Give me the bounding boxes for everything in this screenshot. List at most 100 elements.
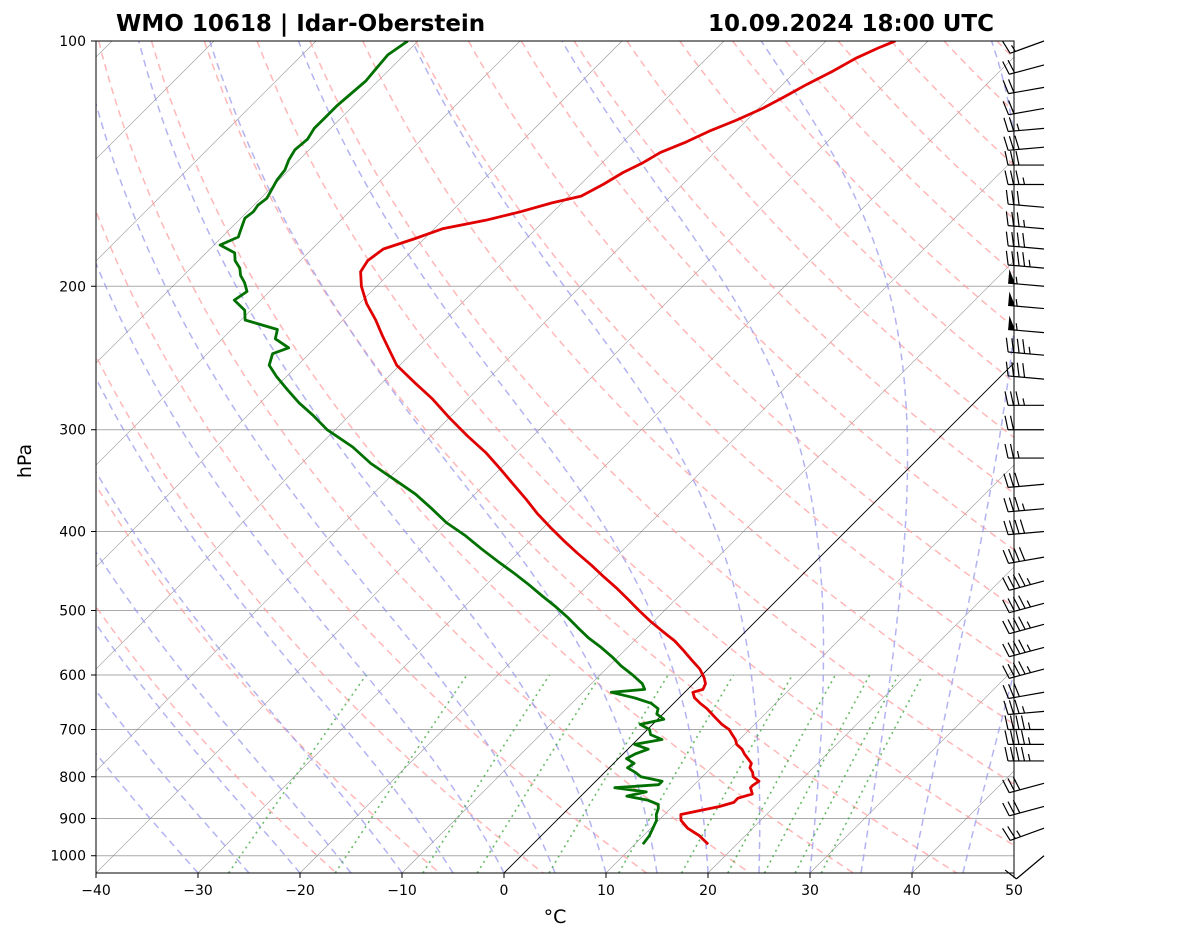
barb-staff (1008, 203, 1045, 208)
moist-adiabat (138, 41, 607, 873)
barb-staff (1009, 646, 1045, 658)
barb-full (1005, 250, 1009, 266)
barb-half (1016, 830, 1022, 838)
y-tick-label: 300 (59, 423, 86, 439)
isotherm-line (401, 260, 1014, 873)
barb-full (1012, 617, 1021, 632)
barb-full (1004, 869, 1017, 880)
barb-full (1002, 549, 1010, 564)
dry-adiabat (97, 41, 751, 873)
barb-full (1012, 574, 1021, 588)
temperature-line (359, 41, 896, 846)
barb-full (1005, 211, 1009, 226)
barb-full (1007, 778, 1016, 792)
y-axis-label: hPa (14, 444, 36, 478)
barb-full (1003, 497, 1009, 512)
dry-adiabat (203, 41, 958, 873)
barb-full (1018, 616, 1026, 630)
dry-adiabat (573, 41, 1014, 495)
barb-full (1002, 80, 1010, 94)
barb-full (1018, 661, 1026, 675)
barb-full (1004, 170, 1009, 185)
barb-full (1015, 715, 1020, 730)
barb-full (1008, 700, 1015, 715)
dry-adiabat (362, 41, 1014, 726)
barb-full (1020, 730, 1026, 745)
barb-half (1015, 276, 1018, 284)
barb-half (1015, 299, 1018, 307)
moist-adiabat (96, 622, 301, 873)
dry-adiabat (256, 41, 1014, 847)
barb-staff (1009, 827, 1045, 842)
wind-barb (1005, 231, 1045, 250)
barb-half (1026, 600, 1032, 608)
wind-barb (1003, 497, 1045, 513)
barb-full (1002, 40, 1011, 54)
barb-pennant (1008, 315, 1016, 331)
wind-barb (1002, 826, 1045, 842)
barb-staff (1009, 602, 1045, 614)
x-tick-label: 30 (801, 883, 819, 899)
barb-full (1007, 619, 1016, 633)
barb-full (1002, 643, 1010, 657)
mixing-ratio-line (476, 674, 602, 873)
barb-full (1015, 391, 1020, 406)
barb-full (1003, 117, 1009, 132)
barb-full (1007, 663, 1016, 678)
mixing-ratio-line (820, 674, 924, 873)
isotherm-line (299, 158, 1014, 873)
isotherm-line (605, 464, 1014, 873)
wind-barb (1002, 595, 1045, 614)
barb-full (1019, 519, 1026, 534)
dry-adiabat (96, 209, 647, 873)
barb-full (1016, 251, 1020, 267)
dry-adiabat (309, 41, 1014, 786)
barb-full (1009, 391, 1015, 406)
wind-barb (1002, 616, 1045, 635)
x-axis: −40 −30 −20 −10 0 10 20 30 40 50 (81, 873, 1023, 899)
barb-full (1009, 715, 1015, 730)
barb-full (1008, 135, 1015, 151)
barb-full (1004, 746, 1009, 762)
barb-full (1003, 473, 1009, 488)
wind-barb (1002, 799, 1045, 817)
barb-full (1009, 415, 1015, 430)
wind-barb (1002, 100, 1045, 116)
barb-half (1026, 644, 1032, 652)
x-axis-label: °C (544, 906, 567, 928)
barb-full (1005, 189, 1009, 205)
mixing-ratio-line (727, 674, 837, 873)
barb-full (1009, 443, 1015, 459)
barb-full (1004, 150, 1009, 166)
barb-full (1002, 665, 1010, 679)
isotherm-line (96, 41, 521, 466)
barb-full (1011, 211, 1015, 227)
barb-full (1007, 598, 1016, 612)
barb-staff (1009, 64, 1045, 75)
wind-barb (1003, 135, 1045, 151)
isotherm-line (96, 41, 827, 772)
barb-full (1008, 100, 1015, 114)
barb-full (1016, 232, 1020, 247)
dry-adiabat (837, 41, 1014, 220)
barb-full (1008, 79, 1015, 93)
barb-full (1014, 699, 1020, 714)
barb-half (1011, 45, 1016, 52)
barb-full (1009, 170, 1015, 185)
moist-adiabat (96, 376, 454, 873)
wind-barb (1002, 661, 1045, 679)
barb-full (1012, 596, 1021, 611)
barb-full (1022, 252, 1026, 267)
barb-full (1014, 519, 1020, 534)
y-tick-label: 1000 (50, 849, 86, 865)
x-tick-label: −10 (387, 883, 417, 899)
barb-staff (1009, 40, 1045, 54)
barb-half (1016, 450, 1020, 459)
isotherm-line (809, 668, 1014, 873)
mixing-ratio-line (763, 674, 871, 873)
barb-staff (1008, 375, 1045, 380)
wind-barb (1003, 699, 1045, 716)
barb-full (1011, 338, 1015, 353)
barb-staff (1008, 245, 1045, 250)
barb-full (1002, 802, 1010, 817)
